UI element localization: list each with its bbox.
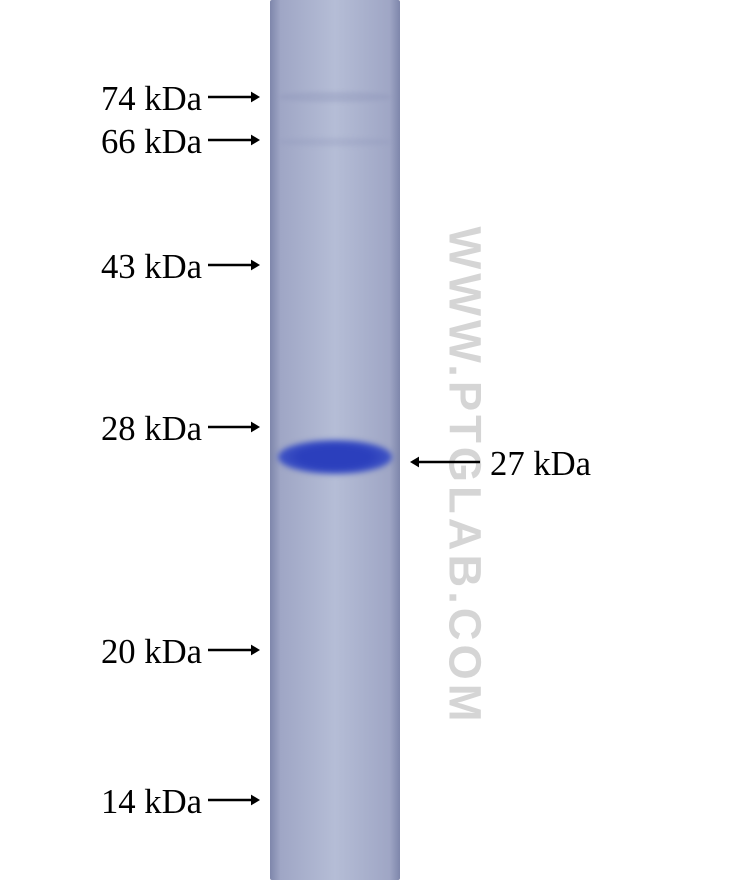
watermark-text: WWW.PTGLAB.COM [439,226,491,725]
faint-band [278,92,392,102]
marker-arrow-icon [199,254,269,276]
sample-arrow-icon [401,451,489,473]
faint-band [278,138,392,146]
marker-label: 66 kDa [101,123,202,162]
marker-label: 43 kDa [101,248,202,287]
sample-band-label: 27 kDa [490,445,591,484]
marker-arrow-icon [199,129,269,151]
watermark-wrapper: WWW.PTGLAB.COM [439,226,491,725]
marker-arrow-icon [199,416,269,438]
marker-label: 20 kDa [101,633,202,672]
marker-label: 28 kDa [101,410,202,449]
marker-arrow-icon [199,86,269,108]
sample-band [278,440,392,474]
marker-label: 74 kDa [101,80,202,119]
marker-arrow-icon [199,639,269,661]
marker-arrow-icon [199,789,269,811]
figure-root: WWW.PTGLAB.COM 74 kDa 66 kDa 43 kDa 28 kDa 2… [0,0,740,880]
marker-label: 14 kDa [101,783,202,822]
